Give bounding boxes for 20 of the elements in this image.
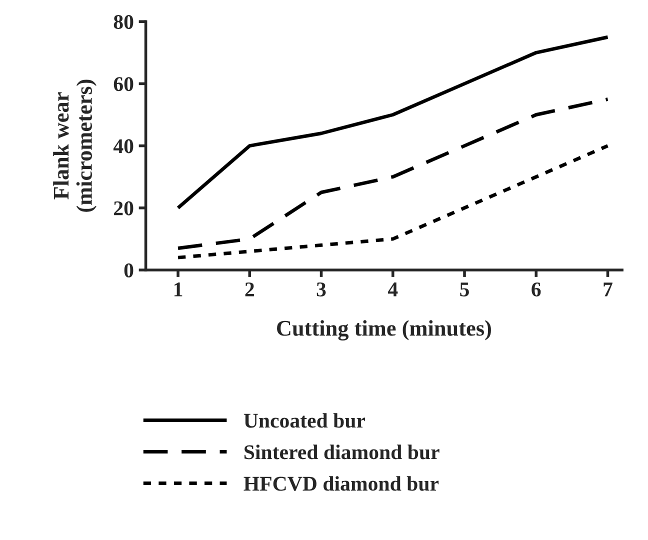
- line-series: [176, 144, 610, 260]
- x-tick-label: 2: [245, 282, 254, 296]
- y-tick-label: 40: [113, 139, 134, 154]
- x-tick-label: 3: [316, 282, 326, 296]
- legend-label: HFCVD diamond bur: [244, 476, 439, 491]
- x-tick-label: 7: [604, 282, 612, 296]
- x-tick-label: 1: [174, 282, 182, 296]
- line-series: [176, 35, 610, 210]
- line-series: [176, 97, 610, 250]
- x-tick-label: 6: [532, 282, 541, 296]
- legend-label: Uncoated bur: [244, 413, 366, 428]
- y-tick-label: 20: [114, 201, 134, 216]
- x-axis-title: Cutting time (minutes): [277, 320, 491, 340]
- y-tick-label: 80: [114, 14, 134, 30]
- y-tick-label: 60: [114, 77, 134, 92]
- x-tick-label: 5: [460, 282, 469, 296]
- y-axis-title: Flank wear (micrometers): [53, 80, 96, 212]
- y-tick-label: 0: [124, 263, 134, 278]
- legend-label: Sintered diamond bur: [244, 444, 440, 460]
- x-tick-label: 4: [388, 282, 398, 296]
